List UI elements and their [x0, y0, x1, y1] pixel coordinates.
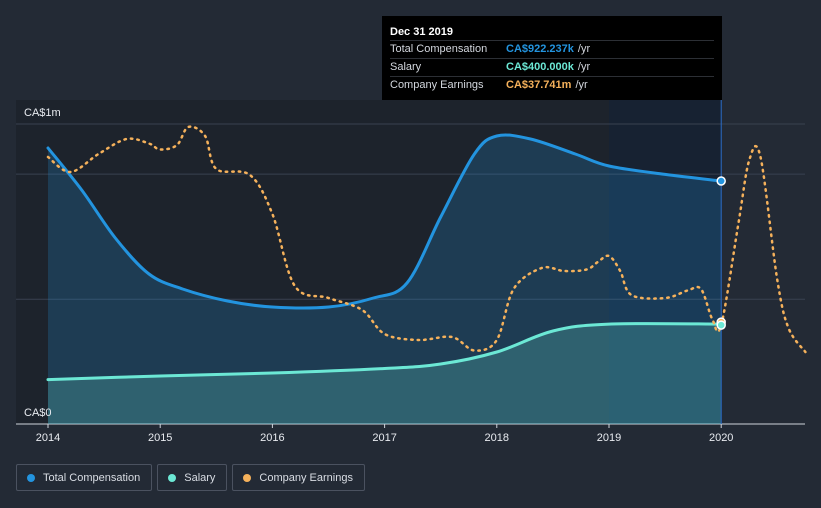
tooltip-label: Total Compensation	[390, 43, 488, 55]
x-tick-label: 2015	[148, 432, 172, 444]
total-compensation-area	[48, 134, 722, 424]
tooltip-label: Salary	[390, 61, 422, 73]
x-tick-label: 2018	[485, 432, 509, 444]
total-compensation-line	[46, 133, 723, 310]
tooltip-row-company-earnings: Company Earnings CA$37.741m /yr	[390, 76, 714, 94]
legend-item-company-earnings[interactable]: Company Earnings	[232, 464, 365, 491]
legend-dot-icon	[243, 473, 252, 482]
total-compensation-point	[716, 176, 726, 186]
salary-area	[48, 323, 722, 424]
future-region	[721, 100, 805, 424]
tooltip-unit: /yr	[577, 43, 591, 55]
y-tick-label: CA$0	[24, 407, 52, 419]
legend-item-total-compensation[interactable]: Total Compensation	[16, 464, 153, 491]
tooltip-row-total-compensation: Total Compensation CA$922.237k /yr	[390, 40, 714, 58]
x-tick-label: 2014	[36, 432, 60, 444]
chart-legend: Total Compensation Salary Company Earnin…	[16, 464, 365, 491]
x-tick-label: 2016	[260, 432, 284, 444]
tooltip-value: CA$37.741m	[506, 79, 572, 91]
x-tick-label: 2019	[597, 432, 621, 444]
legend-dot-icon	[168, 473, 177, 482]
y-tick-label: CA$1m	[24, 107, 61, 119]
tooltip-value: CA$922.237k	[506, 43, 574, 55]
highlight-band	[609, 100, 722, 424]
legend-item-salary[interactable]: Salary	[157, 464, 228, 491]
tooltip-value: CA$400.000k	[506, 61, 574, 73]
salary-point	[716, 320, 726, 330]
x-tick-label: 2017	[372, 432, 396, 444]
legend-dot-icon	[27, 473, 35, 482]
tooltip-label: Company Earnings	[390, 79, 484, 91]
tooltip-unit: /yr	[575, 79, 588, 91]
salary-line	[46, 322, 723, 382]
legend-label: Total Compensation	[43, 471, 141, 484]
legend-label: Salary	[184, 471, 216, 484]
tooltip-unit: /yr	[577, 61, 591, 73]
tooltip-row-salary: Salary CA$400.000k /yr	[390, 58, 714, 76]
tooltip-date: Dec 31 2019	[390, 26, 453, 38]
chart-tooltip: Dec 31 2019 Total Compensation CA$922.23…	[382, 16, 722, 100]
legend-label: Company Earnings	[259, 471, 353, 484]
x-tick-label: 2020	[709, 432, 733, 444]
company-earnings-line	[46, 125, 807, 354]
